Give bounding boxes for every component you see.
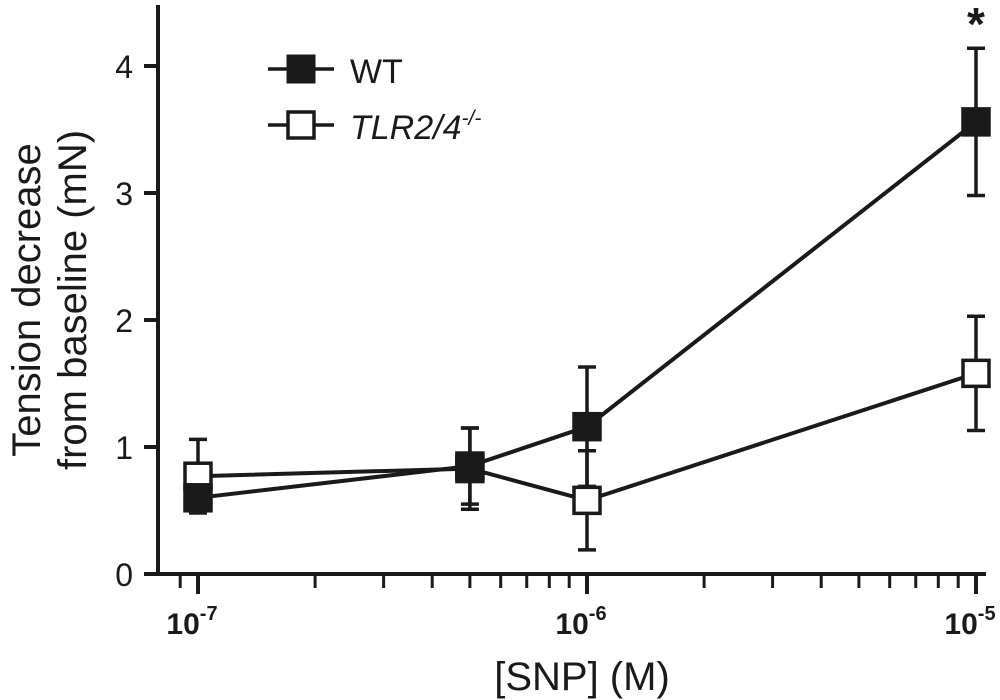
series-line-0 [197,120,978,500]
legend-label-tlr-sup: -/- [462,107,482,130]
data-point-1-3 [961,358,991,389]
data-point-0-0 [183,483,213,513]
legend-label-wt: WT [350,53,403,91]
data-point-0-3 [961,107,991,137]
x-tick-label-base-0: 10 [166,608,199,641]
data-point-1-2 [572,485,602,516]
legend-item-tlr: TLR2/4-/- [268,107,481,147]
y-axis-label-line2: from baseline (mN) [51,130,95,470]
significance-asterisk: * [967,0,985,50]
data-point-0-2 [572,411,602,442]
x-tick-label-exp-2: -5 [978,603,996,625]
x-tick-label-2: 10-5 [944,603,995,641]
x-tick-label-0: 10-7 [166,603,217,641]
y-tick-label-4: 4 [115,49,133,85]
y-tick-label-1: 1 [115,430,133,466]
series-layer [183,46,991,552]
x-tick-label-base-1: 10 [555,608,588,641]
y-tick-label-0: 0 [115,557,133,593]
y-tick-label-3: 3 [115,176,133,212]
x-tick-label-exp-0: -7 [200,603,218,625]
series-line-1 [197,371,977,503]
legend: WT TLR2/4-/- [268,53,481,147]
x-tick-label-1: 10-6 [555,603,606,641]
y-tick-label-2: 2 [115,303,133,339]
annotation-layer: * [967,0,985,50]
legend-item-wt: WT [268,53,403,91]
legend-label-tlr-name: TLR2/4 [350,109,462,147]
x-tick-label-exp-1: -6 [589,603,607,625]
legend-marker-wt [286,54,316,84]
x-tick-label-base-2: 10 [944,608,977,641]
y-axis-label-line1: Tension decrease [5,143,49,457]
legend-label-tlr: TLR2/4-/- [350,107,481,147]
data-point-0-1 [455,451,485,481]
legend-marker-tlr [286,110,316,140]
x-axis-label: [SNP] (M) [494,655,670,699]
